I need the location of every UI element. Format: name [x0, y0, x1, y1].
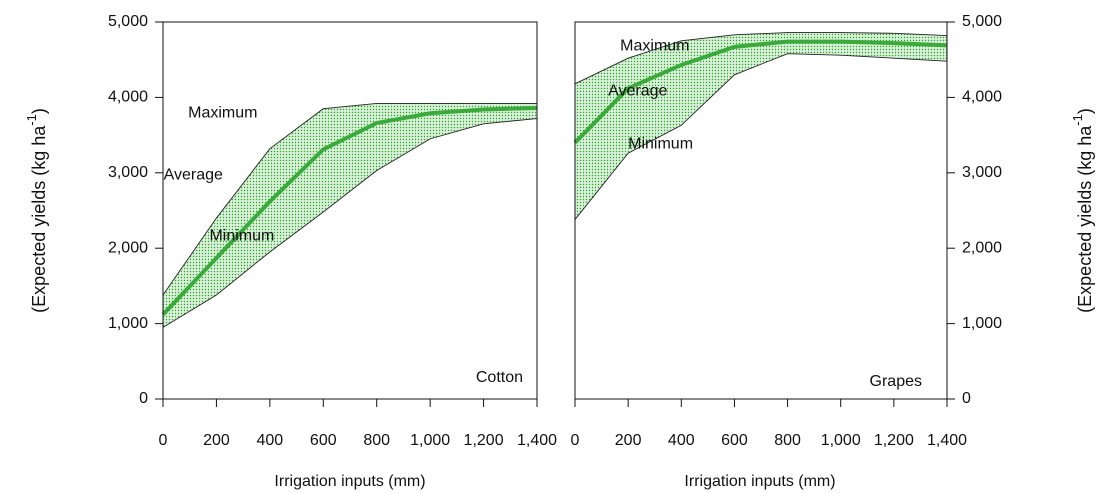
- plot-frame: [574, 21, 948, 400]
- plot-frame: [162, 21, 538, 400]
- y-label-end: ): [29, 108, 49, 114]
- x-tick-label: 200: [615, 432, 642, 449]
- y-tick-label: 4,000: [962, 89, 1002, 106]
- y-tick-label: 2,000: [962, 239, 1002, 256]
- x-tick-label: 400: [257, 432, 284, 449]
- y-tick-label: 3,000: [108, 164, 148, 181]
- y-tick-label: 5,000: [962, 13, 1002, 30]
- y-tick-label: 4,000: [108, 89, 148, 106]
- y-tick-label: 1,000: [962, 315, 1002, 332]
- series-label: Maximum: [188, 104, 257, 121]
- y-label-text: (Expected yields (kg ha: [29, 125, 49, 313]
- series-label: Minimum: [209, 227, 274, 244]
- x-tick-label: 1,000: [410, 432, 450, 449]
- y-label-superscript: -1: [1070, 114, 1085, 126]
- series-label: Minimum: [628, 135, 693, 152]
- series-label: Average: [608, 83, 667, 100]
- band-edge: [574, 32, 948, 85]
- x-tick-label: 1,000: [821, 432, 861, 449]
- x-tick-label: 1,400: [927, 432, 967, 449]
- x-tick-label: 400: [668, 432, 695, 449]
- panel-label: Grapes: [870, 373, 922, 390]
- band-edge: [162, 118, 538, 328]
- band-area: [163, 103, 537, 328]
- y-tick-label: 3,000: [962, 164, 1002, 181]
- x-tick-label: 800: [774, 432, 801, 449]
- y-tick-label: 2,000: [108, 239, 148, 256]
- y-tick-label: 0: [962, 390, 971, 407]
- y-tick-label: 0: [139, 390, 148, 407]
- band-edge: [162, 102, 537, 296]
- panel-label: Cotton: [476, 369, 523, 386]
- x-tick-label: 600: [721, 432, 748, 449]
- x-tick-label: 800: [363, 432, 390, 449]
- panel: Maximum Average Minimum Cotton 0 200 400 600 800…: [24, 13, 557, 490]
- y-tick-label: 1,000: [108, 315, 148, 332]
- x-tick-label: 0: [159, 432, 168, 449]
- y-label-text: (Expected yields (kg ha: [1075, 125, 1095, 313]
- panel: Maximum Average Minimum Grapes 0 200 400 600 800…: [571, 13, 1095, 490]
- x-tick-label: 1,200: [464, 432, 504, 449]
- band-area: [575, 32, 947, 220]
- x-axis-label: Irrigation inputs (mm): [684, 473, 835, 490]
- y-label-end: ): [1075, 108, 1095, 114]
- band-edge: [574, 53, 948, 220]
- y-axis-label: (Expected yields (kg ha-1): [24, 108, 48, 313]
- y-label-superscript: -1: [24, 114, 39, 126]
- average-line: [161, 105, 538, 316]
- average-line: [573, 39, 948, 145]
- x-tick-label: 600: [310, 432, 337, 449]
- x-tick-label: 1,200: [874, 432, 914, 449]
- x-tick-label: 200: [203, 432, 230, 449]
- x-tick-label: 0: [571, 432, 580, 449]
- series-label: Average: [164, 166, 223, 183]
- series-label: Maximum: [620, 37, 689, 54]
- y-axis-label: (Expected yields (kg ha-1): [1070, 108, 1094, 313]
- x-tick-label: 1,400: [517, 432, 557, 449]
- y-tick-label: 5,000: [108, 13, 148, 30]
- x-axis-label: Irrigation inputs (mm): [274, 473, 425, 490]
